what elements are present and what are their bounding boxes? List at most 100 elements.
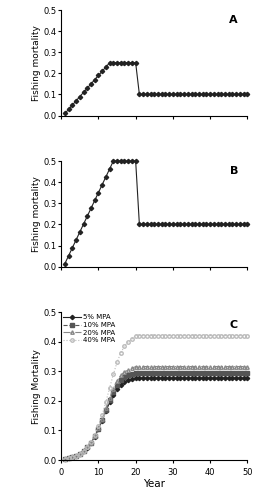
- 10% MPA: [237, 370, 241, 376]
- 40% MPA: [126, 339, 129, 345]
- 20% MPA: [160, 364, 163, 370]
- 10% MPA: [167, 370, 170, 376]
- 40% MPA: [226, 332, 229, 338]
- 5% MPA: [134, 375, 137, 381]
- 20% MPA: [119, 372, 122, 378]
- 20% MPA: [78, 450, 81, 456]
- 5% MPA: [230, 375, 233, 381]
- 40% MPA: [82, 448, 85, 454]
- 5% MPA: [223, 375, 226, 381]
- 20% MPA: [141, 364, 144, 370]
- 10% MPA: [152, 370, 155, 376]
- 5% MPA: [174, 375, 178, 381]
- 40% MPA: [223, 332, 226, 338]
- 5% MPA: [148, 375, 151, 381]
- 20% MPA: [63, 456, 66, 462]
- 40% MPA: [245, 332, 248, 338]
- 10% MPA: [189, 370, 192, 376]
- 10% MPA: [197, 370, 200, 376]
- 10% MPA: [100, 416, 103, 422]
- 20% MPA: [215, 364, 218, 370]
- 20% MPA: [208, 364, 211, 370]
- 10% MPA: [156, 370, 159, 376]
- Text: A: A: [229, 16, 237, 26]
- 40% MPA: [71, 454, 74, 460]
- 10% MPA: [204, 370, 207, 376]
- 40% MPA: [141, 332, 144, 338]
- 10% MPA: [185, 370, 188, 376]
- 40% MPA: [111, 372, 114, 378]
- 20% MPA: [122, 369, 125, 375]
- Line: 5% MPA: 5% MPA: [63, 376, 248, 460]
- 10% MPA: [126, 372, 129, 378]
- Line: 20% MPA: 20% MPA: [63, 365, 248, 460]
- 40% MPA: [171, 332, 174, 338]
- 10% MPA: [171, 370, 174, 376]
- 40% MPA: [208, 332, 211, 338]
- 20% MPA: [130, 366, 133, 372]
- 5% MPA: [212, 375, 215, 381]
- 40% MPA: [234, 332, 237, 338]
- 5% MPA: [160, 375, 163, 381]
- 5% MPA: [197, 375, 200, 381]
- Legend: 5% MPA, 10% MPA, 20% MPA, 40% MPA: 5% MPA, 10% MPA, 20% MPA, 40% MPA: [62, 313, 117, 345]
- 5% MPA: [63, 456, 66, 462]
- 5% MPA: [163, 375, 166, 381]
- 20% MPA: [100, 416, 103, 422]
- 20% MPA: [115, 378, 118, 384]
- 20% MPA: [137, 364, 140, 370]
- 20% MPA: [230, 364, 233, 370]
- 10% MPA: [93, 434, 96, 440]
- 40% MPA: [100, 412, 103, 418]
- X-axis label: Year: Year: [143, 480, 165, 490]
- 10% MPA: [230, 370, 233, 376]
- 20% MPA: [204, 364, 207, 370]
- 10% MPA: [200, 370, 203, 376]
- 20% MPA: [126, 366, 129, 372]
- 10% MPA: [104, 407, 107, 413]
- 40% MPA: [85, 444, 88, 450]
- 5% MPA: [82, 448, 85, 454]
- 40% MPA: [193, 332, 196, 338]
- 40% MPA: [182, 332, 185, 338]
- 5% MPA: [122, 379, 125, 385]
- 20% MPA: [212, 364, 215, 370]
- 5% MPA: [241, 375, 244, 381]
- 40% MPA: [160, 332, 163, 338]
- 5% MPA: [193, 375, 196, 381]
- 20% MPA: [111, 386, 114, 392]
- 10% MPA: [145, 370, 148, 376]
- 40% MPA: [200, 332, 203, 338]
- 20% MPA: [67, 455, 70, 461]
- 40% MPA: [197, 332, 200, 338]
- 5% MPA: [111, 392, 114, 398]
- 5% MPA: [219, 375, 222, 381]
- Y-axis label: Fishing mortality: Fishing mortality: [32, 176, 41, 252]
- 10% MPA: [108, 398, 111, 404]
- 40% MPA: [93, 432, 96, 438]
- 40% MPA: [115, 360, 118, 366]
- 5% MPA: [108, 400, 111, 406]
- 40% MPA: [108, 385, 111, 391]
- 5% MPA: [74, 452, 77, 458]
- 5% MPA: [208, 375, 211, 381]
- 20% MPA: [152, 364, 155, 370]
- 10% MPA: [241, 370, 244, 376]
- 20% MPA: [89, 440, 92, 446]
- 40% MPA: [104, 399, 107, 405]
- 20% MPA: [219, 364, 222, 370]
- 5% MPA: [189, 375, 192, 381]
- 40% MPA: [63, 456, 66, 462]
- 40% MPA: [174, 332, 178, 338]
- 10% MPA: [160, 370, 163, 376]
- 5% MPA: [145, 375, 148, 381]
- 40% MPA: [215, 332, 218, 338]
- 5% MPA: [234, 375, 237, 381]
- 40% MPA: [219, 332, 222, 338]
- 40% MPA: [212, 332, 215, 338]
- 20% MPA: [163, 364, 166, 370]
- Text: B: B: [229, 166, 237, 176]
- 20% MPA: [185, 364, 188, 370]
- 5% MPA: [93, 434, 96, 440]
- 10% MPA: [89, 440, 92, 446]
